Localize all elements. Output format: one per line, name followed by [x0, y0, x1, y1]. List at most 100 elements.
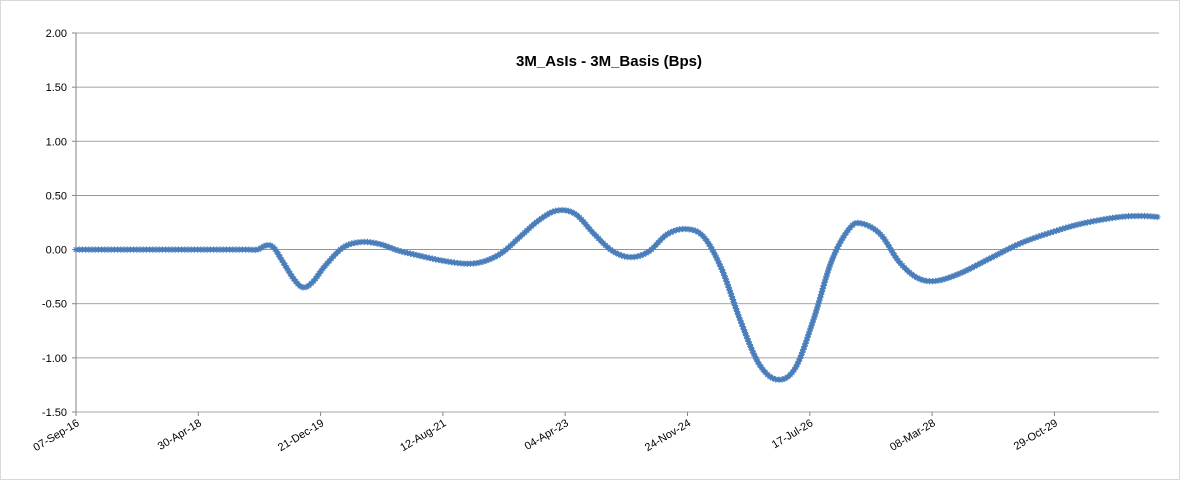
data-point-marker	[494, 252, 501, 259]
data-point-marker	[507, 242, 514, 249]
data-point-marker	[1056, 226, 1063, 233]
data-point-marker	[723, 278, 730, 285]
data-point-marker	[1014, 241, 1021, 248]
data-point-marker	[404, 249, 411, 257]
x-tick-label: 07-Sep-16	[31, 417, 81, 454]
data-point-marker	[741, 329, 749, 336]
data-point-marker	[713, 254, 720, 262]
data-point-marker	[867, 223, 874, 230]
data-point-marker	[609, 248, 617, 255]
data-point-marker	[281, 262, 289, 269]
data-point-marker	[1011, 242, 1018, 250]
data-point-marker	[432, 256, 439, 263]
data-point-marker	[511, 238, 519, 245]
data-point-marker	[799, 349, 806, 356]
data-point-marker	[476, 259, 484, 266]
data-point-marker	[278, 256, 285, 264]
data-point-marker	[607, 246, 614, 253]
data-point-marker	[881, 236, 888, 243]
data-point-marker	[901, 264, 908, 272]
data-point-marker	[753, 355, 760, 363]
data-point-marker	[872, 226, 879, 234]
data-point-marker	[1059, 225, 1066, 232]
data-point-marker	[948, 273, 955, 281]
data-point-marker	[296, 282, 304, 290]
data-point-marker	[98, 246, 105, 253]
data-point-marker	[891, 252, 898, 259]
data-point-marker	[744, 335, 751, 342]
data-point-marker	[269, 243, 277, 250]
data-point-marker	[988, 254, 995, 261]
data-point-marker	[836, 240, 843, 247]
data-point-marker	[1028, 235, 1036, 242]
data-point-marker	[302, 283, 310, 291]
data-point-marker	[543, 211, 551, 218]
data-point-marker	[518, 231, 526, 239]
data-point-marker	[724, 281, 731, 288]
data-point-marker	[588, 228, 596, 235]
data-point-marker	[645, 248, 653, 255]
data-point-marker	[426, 254, 433, 262]
data-point-marker	[1074, 221, 1082, 228]
data-point-marker	[717, 263, 724, 270]
data-point-marker	[376, 240, 384, 248]
data-point-marker	[886, 244, 893, 251]
data-point-marker	[797, 352, 805, 359]
data-point-marker	[784, 373, 792, 381]
data-point-marker	[818, 288, 826, 295]
data-point-marker	[673, 226, 680, 234]
data-point-marker	[781, 375, 789, 382]
data-point-marker	[721, 272, 728, 279]
data-point-marker	[597, 237, 605, 245]
data-point-marker	[740, 326, 748, 333]
data-point-marker	[541, 213, 548, 220]
data-point-marker	[345, 241, 352, 248]
data-point-marker	[816, 297, 823, 304]
data-point-marker	[612, 249, 619, 257]
data-point-marker	[499, 248, 507, 256]
data-point-marker	[1081, 219, 1088, 227]
data-point-marker	[737, 317, 744, 324]
data-point-marker	[728, 293, 736, 300]
data-point-marker	[809, 318, 816, 326]
data-point-marker	[410, 251, 417, 258]
data-point-marker	[707, 243, 714, 250]
data-point-marker	[913, 274, 921, 281]
y-axis-ticks: 2.00 1.50 1.00 0.50 0.00 -0.50 -1.00 -1.50	[42, 28, 76, 419]
data-point-marker	[977, 260, 984, 267]
data-point-marker	[1041, 231, 1048, 238]
data-point-marker	[812, 309, 819, 317]
data-point-marker	[207, 246, 214, 253]
data-point-marker	[711, 251, 719, 259]
data-point-marker	[822, 276, 829, 283]
data-point-marker	[747, 344, 755, 351]
data-point-marker	[906, 269, 913, 276]
data-point-marker	[965, 266, 973, 273]
data-point-marker	[595, 235, 602, 242]
data-point-marker	[271, 245, 279, 253]
data-point-marker	[692, 227, 699, 234]
data-point-marker	[621, 253, 628, 260]
data-point-marker	[941, 275, 949, 283]
data-point-marker	[810, 315, 817, 323]
data-point-marker	[273, 248, 281, 255]
data-point-marker	[996, 250, 1004, 257]
data-point-marker	[828, 257, 835, 265]
data-point-marker	[637, 252, 644, 259]
data-point-marker	[615, 251, 622, 258]
data-point-marker	[401, 249, 408, 256]
data-point-marker	[332, 250, 339, 258]
data-point-marker	[379, 241, 387, 249]
data-point-marker	[599, 239, 607, 247]
data-point-marker	[283, 264, 290, 272]
data-point-marker	[699, 232, 707, 240]
data-point-marker	[562, 207, 569, 214]
data-point-marker	[807, 325, 814, 332]
x-tick-label: 04-Apr-23	[523, 417, 571, 452]
data-point-marker	[725, 284, 732, 291]
data-point-marker	[719, 269, 727, 276]
data-point-marker	[549, 208, 556, 216]
data-point-marker	[328, 255, 335, 262]
data-point-marker	[127, 246, 134, 253]
